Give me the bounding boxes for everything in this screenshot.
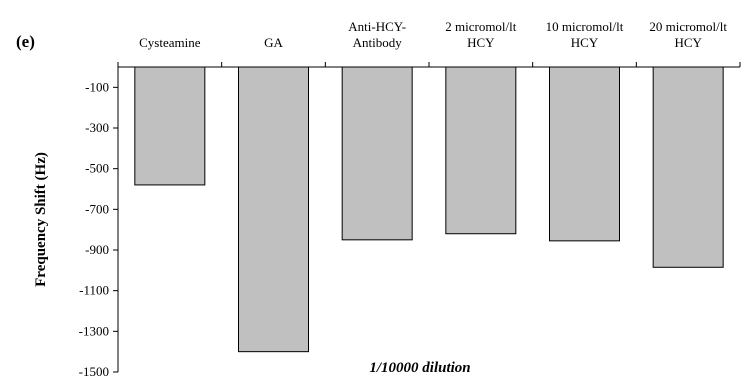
category-label: Cysteamine — [139, 35, 201, 50]
bar — [134, 66, 206, 186]
axes — [117, 66, 740, 372]
bar — [445, 66, 517, 235]
bar — [341, 66, 413, 241]
y-tick-label: -900 — [85, 242, 109, 257]
y-tick-label: -300 — [85, 120, 109, 135]
dilution-annotation: 1/10000 dilution — [369, 360, 470, 376]
category-label: GA — [264, 35, 283, 50]
panel-label: (e) — [16, 32, 35, 51]
category-label: 10 micromol/lt HCY — [546, 19, 624, 50]
y-tick-label: -1100 — [79, 283, 109, 298]
bar — [238, 66, 309, 353]
y-axis-ticks: -100 -300 -500 -700 -900 -1100 -1300 -1500 — [79, 62, 741, 379]
bar — [652, 66, 724, 268]
y-tick-label: -500 — [85, 161, 109, 176]
category-label: 20 micromol/lt HCY — [649, 19, 727, 50]
y-axis-label-group: Frequency Shift (Hz) — [33, 152, 49, 287]
y-tick-label: -100 — [85, 79, 109, 94]
category-labels: Cysteamine GA Anti-HCY-Antibody 2 micromol/… — [139, 19, 727, 50]
y-tick-label: -1500 — [79, 364, 109, 379]
y-tick-label: -1300 — [79, 323, 109, 338]
y-tick-label: -700 — [85, 201, 109, 216]
bars — [134, 66, 724, 353]
y-axis-label: Frequency Shift (Hz) — [33, 152, 49, 287]
category-label: 2 micromol/lt HCY — [445, 19, 517, 50]
category-label: Anti-HCY-Antibody — [348, 19, 406, 50]
bar — [549, 66, 620, 242]
